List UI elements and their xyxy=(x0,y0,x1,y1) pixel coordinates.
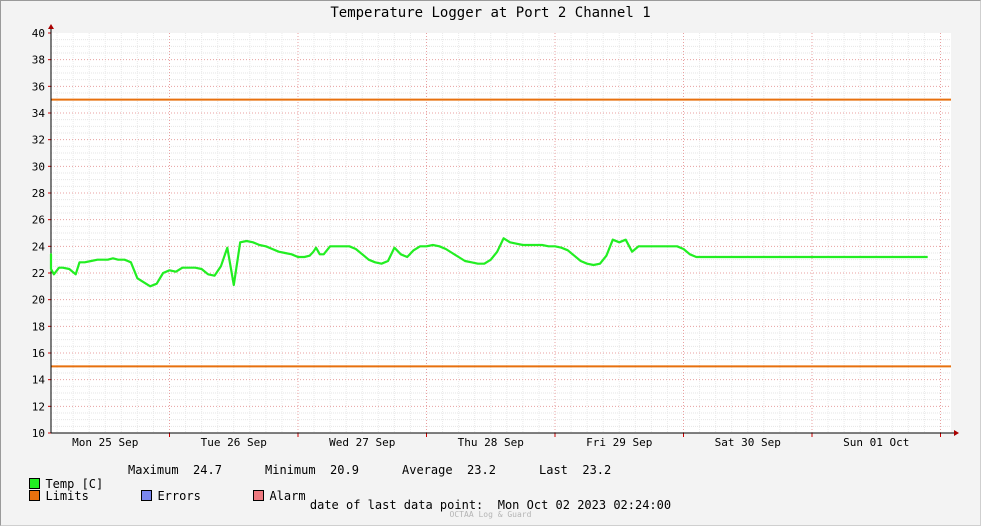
last-value: 23.2 xyxy=(582,463,612,477)
y-tick-label: 22 xyxy=(32,267,45,280)
y-tick-label: 34 xyxy=(32,107,46,120)
y-tick-label: 26 xyxy=(32,214,45,227)
x-axis-arrow xyxy=(954,430,959,436)
alarm-label: Alarm xyxy=(269,489,306,503)
y-tick-label: 18 xyxy=(32,320,45,333)
temp-swatch xyxy=(29,478,41,489)
x-tick-label: Thu 28 Sep xyxy=(458,436,524,449)
y-tick-label: 28 xyxy=(32,187,45,200)
y-tick-label: 14 xyxy=(32,374,46,387)
avg-label: Average xyxy=(402,463,453,477)
max-value: 24.7 xyxy=(193,463,222,477)
x-tick-label: Sun 01 Oct xyxy=(843,436,909,449)
last-data-point-value: Mon Oct 02 2023 02:24:00 xyxy=(497,498,672,512)
x-tick-label: Mon 25 Sep xyxy=(72,436,138,449)
y-tick-label: 20 xyxy=(32,294,45,307)
watermark: OCTAA Log & Guard xyxy=(449,510,532,519)
legend-row-1: Temp [C] xyxy=(15,463,103,491)
alarm-swatch xyxy=(253,490,265,501)
last-data-point: date of last data point: Mon Oct 02 2023… xyxy=(0,498,981,512)
last-label: Last xyxy=(539,463,568,477)
limits-swatch xyxy=(29,490,41,501)
legend-min: Minimum 20.9 xyxy=(265,463,359,477)
legend-max: Maximum 24.7 xyxy=(128,463,222,477)
legend-limits: Limits xyxy=(15,475,89,503)
legend-errors: Errors xyxy=(127,475,201,503)
min-value: 20.9 xyxy=(330,463,359,477)
y-tick-label: 24 xyxy=(32,240,46,253)
last-data-point-label: date of last data point: xyxy=(309,498,484,512)
y-tick-label: 38 xyxy=(32,54,45,67)
legend-alarm: Alarm xyxy=(239,475,306,503)
avg-value: 23.2 xyxy=(467,463,496,477)
legend-avg: Average 23.2 xyxy=(402,463,496,477)
y-axis-arrow xyxy=(48,24,54,29)
legend-temp-label: Temp [C] xyxy=(45,477,104,491)
y-tick-label: 40 xyxy=(32,27,45,40)
errors-swatch xyxy=(141,490,153,501)
limits-label: Limits xyxy=(45,489,89,503)
min-label: Minimum xyxy=(265,463,316,477)
y-tick-label: 16 xyxy=(32,347,45,360)
errors-label: Errors xyxy=(157,489,201,503)
y-tick-label: 12 xyxy=(32,400,45,413)
x-tick-label: Wed 27 Sep xyxy=(329,436,395,449)
y-tick-label: 36 xyxy=(32,80,45,93)
y-tick-label: 32 xyxy=(32,134,45,147)
y-tick-label: 30 xyxy=(32,160,45,173)
x-tick-label: Sat 30 Sep xyxy=(715,436,781,449)
series-line-temp xyxy=(49,237,928,288)
x-tick-label: Fri 29 Sep xyxy=(586,436,652,449)
y-tick-label: 10 xyxy=(32,427,45,440)
legend-last: Last 23.2 xyxy=(539,463,611,477)
max-label: Maximum xyxy=(128,463,179,477)
x-tick-label: Tue 26 Sep xyxy=(201,436,267,449)
chart-title: Temperature Logger at Port 2 Channel 1 xyxy=(330,5,651,21)
